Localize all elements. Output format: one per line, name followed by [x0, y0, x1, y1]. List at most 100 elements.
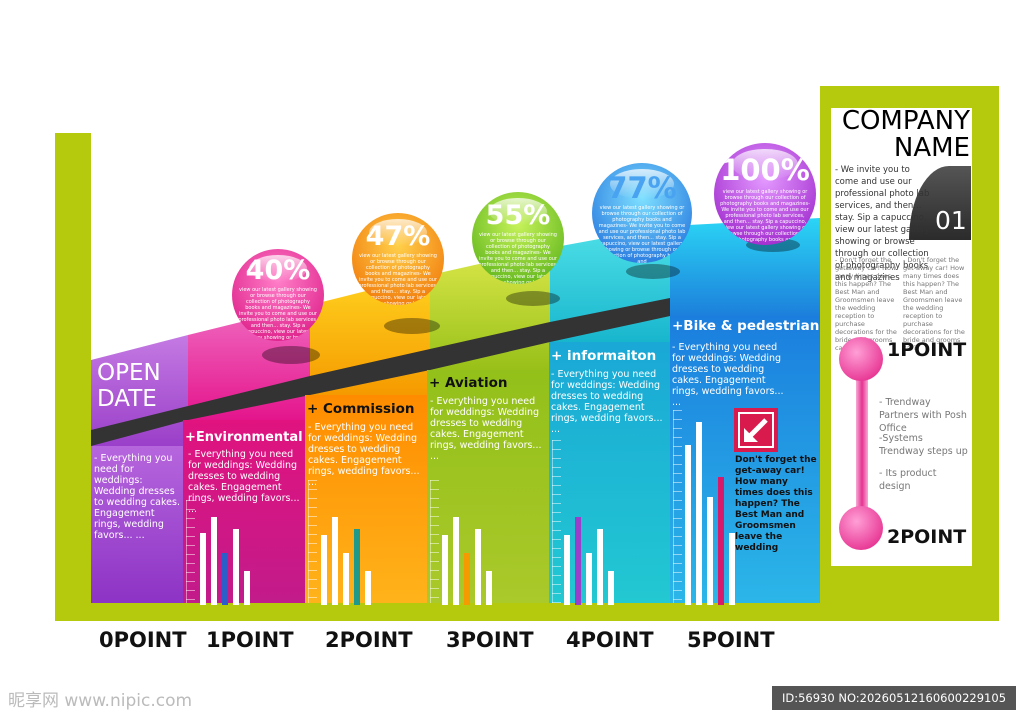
information-title: + informaiton	[551, 348, 657, 364]
ball-text: view our latest gallery showing or brows…	[720, 189, 810, 243]
percent-ball-55: 55% view our latest gallery showing or b…	[472, 192, 564, 284]
bar	[718, 477, 724, 605]
open-date-desc: - Everything you need for weddings: Wedd…	[94, 453, 180, 541]
ball-shine	[488, 197, 548, 226]
bar	[442, 535, 448, 605]
frame-base	[55, 603, 999, 621]
bar	[696, 422, 702, 605]
company-small-right: - Don't forget the get-away car! How man…	[903, 256, 965, 352]
bar	[464, 553, 470, 605]
bar	[354, 529, 360, 605]
bar	[486, 571, 492, 605]
point-label-0: 0POINT	[99, 628, 187, 652]
bar	[586, 553, 592, 605]
open-date-title: OPEN DATE	[97, 360, 161, 412]
bar	[685, 445, 691, 605]
ball-text: view our latest gallery showing or brows…	[358, 253, 438, 305]
bar	[343, 553, 349, 605]
bars-inf	[564, 515, 614, 605]
bar	[707, 497, 713, 605]
environmental-title: +Environmental	[185, 430, 303, 445]
bar	[608, 571, 614, 605]
ball-percent: 100%	[720, 153, 810, 187]
callout-arrow-box	[734, 408, 778, 452]
company-name: COMPANY NAME	[842, 108, 970, 162]
bar	[365, 571, 371, 605]
open-date-title-line2: DATE	[97, 386, 157, 412]
point-label-1: 1POINT	[206, 628, 294, 652]
bar	[575, 517, 581, 605]
bar	[475, 529, 481, 605]
dumbbell-bar	[856, 356, 868, 526]
bars-avi	[442, 515, 492, 605]
environmental-desc: - Everything you need for weddings: Wedd…	[188, 449, 300, 515]
company-intro: - We invite you to come and use our prof…	[835, 165, 930, 283]
bars-env	[200, 515, 250, 605]
point-label-2: 2POINT	[325, 628, 413, 652]
bar	[321, 535, 327, 605]
ball-hole	[506, 291, 560, 306]
ruler-bike	[673, 410, 682, 603]
aviation-desc: - Everything you need for weddings: Wedd…	[430, 396, 542, 462]
percent-ball-100: 100% view our latest gallery showing or …	[714, 143, 816, 245]
point-label-5: 5POINT	[687, 628, 775, 652]
bar	[233, 529, 239, 605]
commission-desc: - Everything you need for weddings: Wedd…	[308, 422, 420, 488]
bar	[564, 535, 570, 605]
company-item-3: - Its product design	[879, 468, 937, 492]
slope-blue	[670, 218, 820, 316]
ball-text: view our latest gallery showing or brows…	[238, 287, 318, 341]
dumbbell-bottom-knob	[839, 506, 883, 550]
percent-ball-47: 47% view our latest gallery showing or b…	[352, 213, 444, 305]
ball-hole	[626, 264, 680, 279]
bar	[244, 571, 250, 605]
column-open-date	[91, 446, 188, 603]
dark-band	[91, 298, 670, 446]
company-number: 01	[935, 206, 967, 235]
ball-percent: 55%	[485, 200, 551, 231]
ruler-inf	[552, 440, 561, 603]
watermark-left: 昵享网 www.nipic.com	[8, 691, 193, 711]
bike-desc: - Everything you need for weddings: Wedd…	[672, 342, 784, 408]
ball-percent: 77%	[607, 171, 677, 205]
bar	[222, 553, 228, 605]
ball-hole	[384, 318, 440, 334]
point-label-3: 3POINT	[446, 628, 534, 652]
ruler-com	[308, 480, 317, 603]
bar	[211, 517, 217, 605]
bars-bike	[685, 420, 735, 605]
bar	[597, 529, 603, 605]
ball-shine	[368, 218, 428, 247]
ball-shine	[248, 254, 308, 283]
bike-title: +Bike & pedestrian	[672, 318, 820, 334]
point-bottom-label: 2POINT	[887, 526, 967, 548]
company-card: COMPANY NAME - We invite you to come and…	[831, 108, 972, 566]
percent-ball-40: 40% view our latest gallery showing or b…	[232, 249, 324, 341]
ball-shine	[732, 149, 798, 180]
ball-percent: 47%	[365, 221, 431, 252]
bar	[453, 517, 459, 605]
company-item-1: - Trendway Partners with Posh Office	[879, 397, 967, 434]
arrow-down-left-icon	[738, 412, 774, 448]
ball-hole	[262, 346, 320, 364]
aviation-title: + Aviation	[429, 375, 508, 391]
frame-left-post	[55, 133, 91, 621]
point-top-label: 1POINT	[887, 339, 967, 361]
ball-text: view our latest gallery showing or brows…	[478, 232, 558, 284]
bar	[200, 533, 206, 605]
percent-ball-77: 77% view our latest gallery showing or b…	[592, 163, 692, 263]
open-date-title-line1: OPEN	[97, 360, 161, 386]
ruler-env	[186, 500, 195, 603]
dumbbell-top-knob	[839, 337, 883, 381]
company-item-2: -Systems Trendway steps up	[879, 433, 968, 457]
bars-com	[321, 515, 371, 605]
company-name-line2: NAME	[893, 133, 970, 163]
point-label-4: 4POINT	[566, 628, 654, 652]
column-bike	[670, 316, 820, 603]
information-desc: - Everything you need for weddings: Wedd…	[551, 369, 663, 435]
commission-title: + Commission	[307, 401, 415, 417]
watermark-right: ID:56930 NO:20260512160600229105	[772, 686, 1016, 710]
ball-shine	[610, 169, 674, 199]
company-name-line1: COMPANY	[841, 106, 970, 136]
ball-text: view our latest gallery showing or brows…	[598, 205, 686, 263]
